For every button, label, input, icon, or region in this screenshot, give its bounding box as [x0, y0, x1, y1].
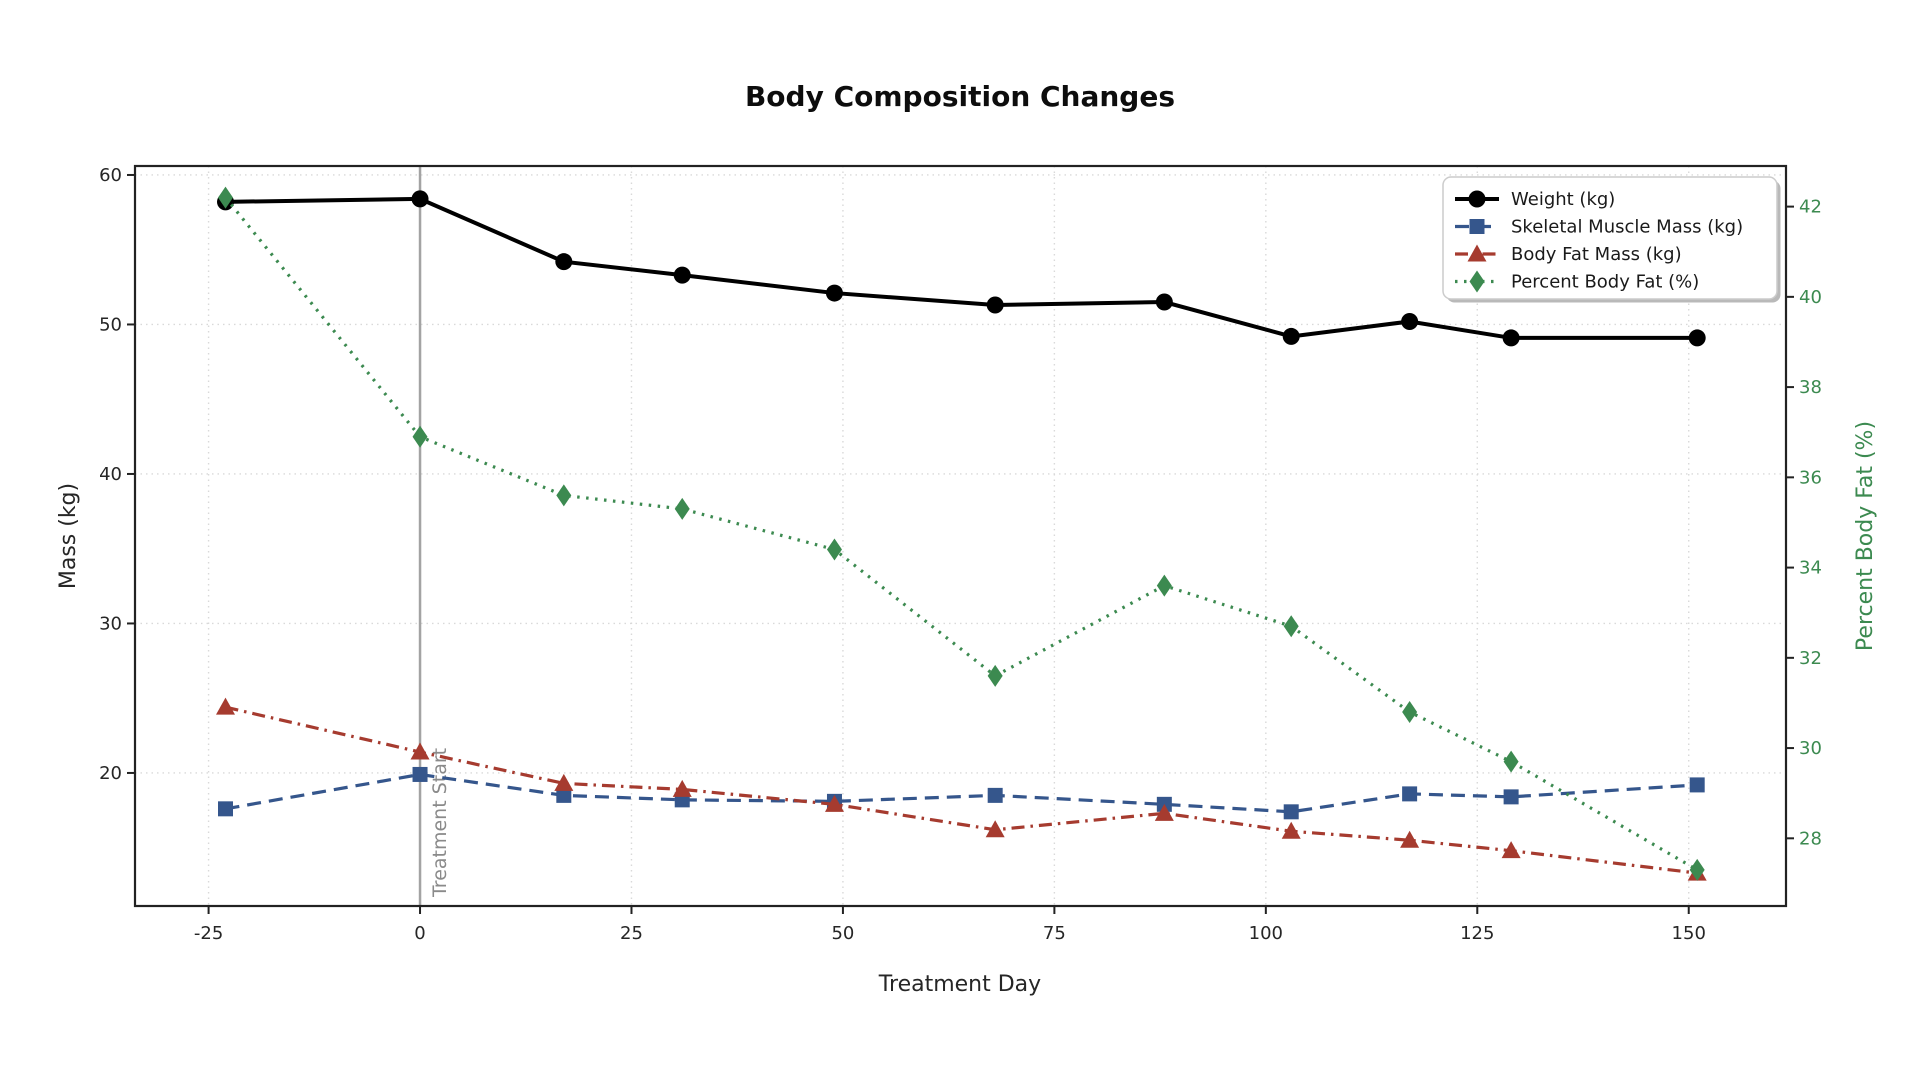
data-series — [216, 186, 1707, 881]
y-left-tick-label: 20 — [99, 763, 122, 784]
data-point-marker — [1283, 615, 1299, 638]
y-right-tick-label: 28 — [1799, 828, 1822, 849]
data-point-marker — [1688, 329, 1706, 347]
data-point-marker — [1282, 327, 1300, 345]
data-point-marker — [1501, 841, 1521, 859]
axes: -25 0 25 50 75 100 125 150 20 30 40 50 60 28 30 32 34 36 3… — [99, 164, 1822, 944]
y-axis-label-left: Mass (kg) — [56, 483, 81, 589]
legend-marker-sample — [1469, 219, 1485, 234]
data-point-marker — [411, 190, 429, 208]
data-point-marker — [825, 284, 843, 302]
data-point-marker — [824, 794, 844, 812]
x-tick-label: 125 — [1460, 923, 1494, 944]
data-point-marker — [1154, 803, 1174, 821]
series-percent-body-fat — [218, 186, 1705, 881]
data-point-marker — [1155, 293, 1173, 311]
chart-title: Body Composition Changes — [745, 80, 1175, 113]
legend: Weight (kg) Skeletal Muscle Mass (kg) Body… — [1442, 176, 1781, 303]
legend-entry: Body Fat Mass (kg) — [1455, 244, 1682, 265]
y-right-tick-label: 30 — [1799, 738, 1822, 759]
data-point-marker — [1503, 750, 1519, 773]
treatment-start-annotation: Treatment Start — [418, 166, 451, 906]
y-right-tick-label: 36 — [1799, 467, 1822, 488]
x-tick-label: 25 — [620, 923, 643, 944]
y-right-tick-label: 40 — [1799, 287, 1822, 308]
data-point-marker — [218, 186, 234, 209]
x-tick-label: 75 — [1043, 923, 1066, 944]
data-point-marker — [555, 253, 573, 271]
y-right-tick-label: 42 — [1799, 197, 1822, 218]
data-point-marker — [673, 266, 691, 284]
series-skeletal-muscle-mass-kg — [218, 766, 1705, 820]
data-point-marker — [826, 538, 842, 561]
legend-marker-sample — [1467, 244, 1487, 262]
data-point-marker — [1689, 777, 1705, 793]
y-axis-label-right: Percent Body Fat (%) — [1853, 421, 1878, 651]
legend-label: Weight (kg) — [1511, 189, 1615, 210]
data-point-marker — [987, 787, 1003, 803]
data-point-marker — [1402, 700, 1418, 723]
legend-label: Body Fat Mass (kg) — [1511, 244, 1682, 265]
data-point-marker — [987, 664, 1003, 687]
data-point-marker — [410, 742, 430, 760]
legend-entry: Percent Body Fat (%) — [1455, 270, 1699, 293]
data-point-marker — [1283, 804, 1299, 820]
legend-box — [1442, 176, 1778, 300]
legend-entry: Weight (kg) — [1455, 189, 1615, 210]
y-right-tick-label: 38 — [1799, 377, 1822, 398]
y-left-tick-label: 60 — [99, 165, 122, 186]
legend-label: Percent Body Fat (%) — [1511, 272, 1699, 293]
x-tick-label: 0 — [414, 923, 425, 944]
data-point-marker — [218, 801, 234, 817]
plot-border — [133, 164, 1788, 908]
data-point-marker — [1156, 574, 1172, 597]
data-point-marker — [1689, 858, 1705, 881]
x-axis-label: Treatment Day — [878, 972, 1041, 997]
data-point-marker — [412, 766, 428, 782]
data-point-marker — [672, 779, 692, 797]
x-tick-label: 150 — [1672, 923, 1706, 944]
x-tick-label: -25 — [194, 923, 223, 944]
legend-marker-sample — [1469, 270, 1485, 293]
y-left-tick-label: 40 — [99, 464, 122, 485]
data-point-marker — [1281, 821, 1301, 839]
data-point-marker — [554, 773, 574, 791]
data-point-marker — [1502, 329, 1520, 347]
data-point-marker — [986, 296, 1004, 314]
y-left-tick-label: 50 — [99, 314, 122, 335]
data-point-marker — [674, 497, 690, 520]
y-right-tick-label: 32 — [1799, 648, 1822, 669]
data-point-marker — [556, 787, 572, 803]
data-point-marker — [412, 425, 428, 448]
data-point-marker — [1400, 830, 1420, 848]
legend-entry: Skeletal Muscle Mass (kg) — [1455, 217, 1743, 238]
data-point-marker — [1402, 786, 1418, 802]
x-tick-label: 100 — [1249, 923, 1283, 944]
treatment-start-label: Treatment Start — [429, 748, 451, 898]
data-point-marker — [216, 697, 236, 715]
data-point-marker — [1401, 312, 1419, 330]
data-point-marker — [556, 484, 572, 507]
data-point-marker — [1503, 789, 1519, 805]
y-right-tick-label: 34 — [1799, 558, 1822, 579]
legend-label: Skeletal Muscle Mass (kg) — [1511, 217, 1743, 238]
x-tick-label: 50 — [831, 923, 854, 944]
legend-marker-sample — [1468, 190, 1486, 208]
data-point-marker — [985, 820, 1005, 838]
y-left-tick-label: 30 — [99, 613, 122, 634]
